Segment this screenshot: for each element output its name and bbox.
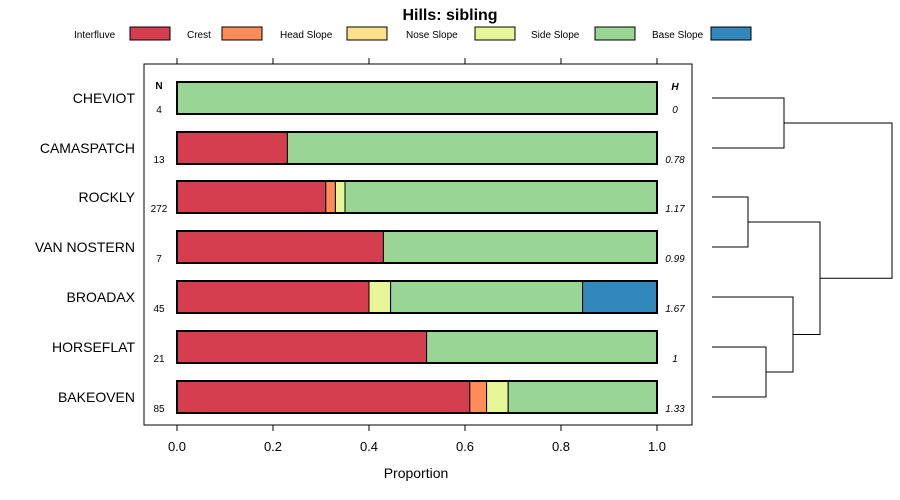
category-label: HORSEFLAT — [52, 339, 135, 355]
dendrogram-branch — [712, 346, 767, 398]
h-value: 1.33 — [665, 404, 685, 415]
bar-segment — [368, 280, 392, 314]
bar-segment — [390, 280, 584, 314]
legend-swatch — [710, 26, 752, 41]
legend-label: Interfluve — [74, 30, 116, 41]
bar-outline — [176, 81, 658, 115]
h-value: 1.17 — [665, 204, 685, 215]
n-header: N — [155, 81, 162, 92]
category-label: BROADAX — [67, 289, 136, 305]
bar-segment — [382, 230, 658, 264]
bar-segment — [325, 180, 336, 214]
n-value: 7 — [156, 254, 162, 265]
bar-outline — [176, 180, 658, 214]
top-axis-ticks — [176, 58, 658, 64]
x-tick-label: 0.8 — [552, 439, 570, 454]
bar-outline — [176, 230, 658, 264]
legend-swatch — [129, 26, 171, 41]
bar-outline — [176, 280, 658, 314]
legend-label: Side Slope — [531, 30, 580, 41]
category-label: BAKEOVEN — [58, 389, 135, 405]
bar-segment — [334, 180, 346, 214]
category-label: CAMASPATCH — [40, 140, 135, 156]
bar-segment — [582, 280, 658, 314]
bar-segment — [486, 380, 509, 414]
bar-segment — [507, 380, 658, 414]
legend-label: Head Slope — [280, 30, 333, 41]
n-value: 13 — [153, 155, 165, 166]
h-value: 1 — [672, 354, 678, 365]
legend-swatch — [594, 26, 636, 41]
x-tick-label: 0.6 — [456, 439, 474, 454]
n-value: 4 — [156, 105, 162, 116]
dendrogram — [712, 97, 893, 398]
category-label: VAN NOSTERN — [35, 239, 135, 255]
dendrogram-branch — [712, 296, 794, 373]
n-value: 21 — [153, 354, 165, 365]
plot-frame — [143, 63, 693, 426]
x-tick-label: 1.0 — [648, 439, 666, 454]
x-tick-label: 0.0 — [168, 439, 186, 454]
x-axis: 0.0 0.2 0.4 0.6 0.8 1.0 — [168, 425, 666, 454]
h-value: 0.99 — [665, 254, 685, 265]
bar-segment — [176, 131, 288, 165]
h-value: 0.78 — [665, 155, 685, 166]
category-labels: CHEVIOT CAMASPATCH ROCKLY VAN NOSTERN BROADA… — [35, 90, 136, 405]
dendrogram-branch — [784, 122, 893, 279]
bar-segment — [176, 180, 327, 214]
n-h-annotations: N H 4 0 13 0.78 272 1.17 7 0.99 45 1.67 21 1 85 1.33 — [151, 81, 686, 415]
h-value: 0 — [672, 105, 678, 116]
n-value: 85 — [153, 404, 165, 415]
chart-title: Hills: sibling — [402, 7, 497, 24]
bar-segment — [176, 380, 471, 414]
legend-label: Nose Slope — [406, 30, 458, 41]
legend-label: Crest — [187, 30, 211, 41]
n-value: 272 — [151, 204, 168, 215]
bar-segment — [469, 380, 488, 414]
dendrogram-branch — [712, 196, 749, 248]
legend-label: Base Slope — [652, 30, 704, 41]
legend-swatch — [221, 26, 263, 41]
bars — [176, 81, 658, 414]
bar-segment — [176, 230, 384, 264]
legend-swatch — [474, 26, 516, 41]
bar-outline — [176, 380, 658, 414]
x-axis-label: Proportion — [384, 465, 449, 481]
category-label: CHEVIOT — [73, 90, 136, 106]
x-tick-label: 0.4 — [360, 439, 378, 454]
bar-segment — [426, 330, 658, 364]
bar-outline — [176, 330, 658, 364]
legend-swatch — [346, 26, 388, 41]
bar-segment — [176, 81, 658, 115]
bar-segment — [286, 131, 658, 165]
legend: Interfluve Crest Head Slope Nose Slope Side … — [74, 26, 752, 41]
bar-segment — [176, 330, 428, 364]
dendrogram-branch — [748, 221, 821, 335]
n-value: 45 — [153, 304, 165, 315]
h-value: 1.67 — [665, 304, 685, 315]
bar-segment — [176, 280, 370, 314]
bar-segment — [344, 180, 658, 214]
x-tick-label: 0.2 — [264, 439, 282, 454]
dendrogram-branch — [712, 97, 785, 149]
h-header: H — [671, 82, 679, 93]
category-label: ROCKLY — [78, 189, 135, 205]
bar-outline — [176, 131, 658, 165]
